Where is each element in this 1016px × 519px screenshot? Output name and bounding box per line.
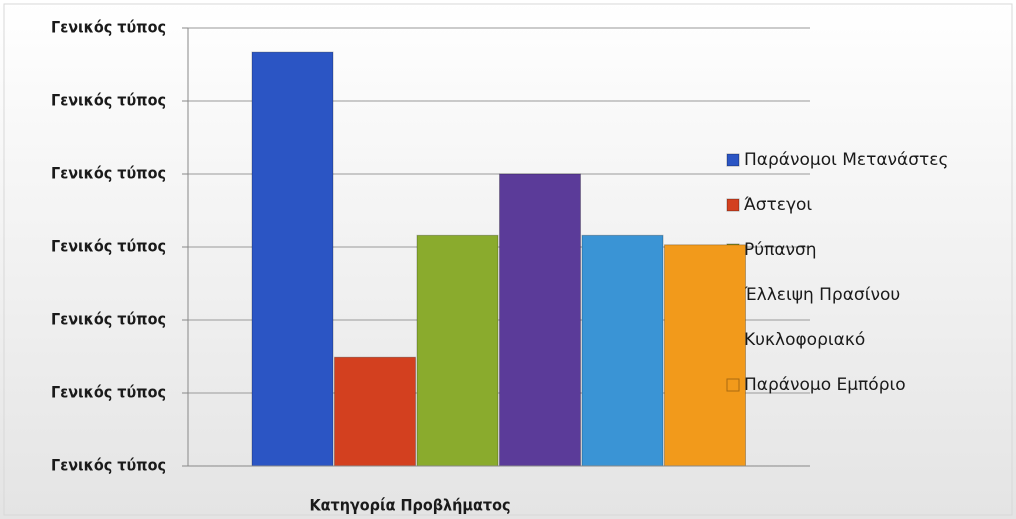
legend-swatch	[726, 198, 740, 212]
chart-frame	[3, 3, 1013, 516]
legend-label: Άστεγοι	[744, 195, 812, 215]
bar	[416, 234, 499, 467]
y-tick-label: Γενικός τύπος	[51, 164, 166, 183]
bar	[664, 244, 746, 467]
y-tick-label: Γενικός τύπος	[51, 18, 166, 37]
y-tick-label: Γενικός τύπος	[51, 456, 166, 475]
legend-label: Ρύπανση	[744, 240, 817, 260]
legend-label: Έλλειψη Πρασίνου	[743, 285, 900, 305]
y-tick-label: Γενικός τύπος	[51, 310, 166, 329]
bar	[581, 234, 664, 467]
y-tick-label: Γενικός τύπος	[51, 91, 166, 110]
legend-label: Κυκλοφοριακό	[744, 330, 865, 350]
legend-label: Παράνομοι Μετανάστες	[744, 150, 948, 170]
y-tick-label: Γενικός τύπος	[51, 383, 166, 402]
x-axis-label: Κατηγορία Προβλήματος	[310, 496, 511, 515]
legend-label: Παράνομο Εμπόριο	[744, 375, 906, 395]
legend-swatch	[726, 153, 740, 167]
bar	[499, 173, 581, 467]
y-tick-label: Γενικός τύπος	[51, 237, 166, 256]
bar	[251, 51, 334, 467]
legend-swatch	[726, 378, 740, 392]
bar	[334, 356, 416, 467]
